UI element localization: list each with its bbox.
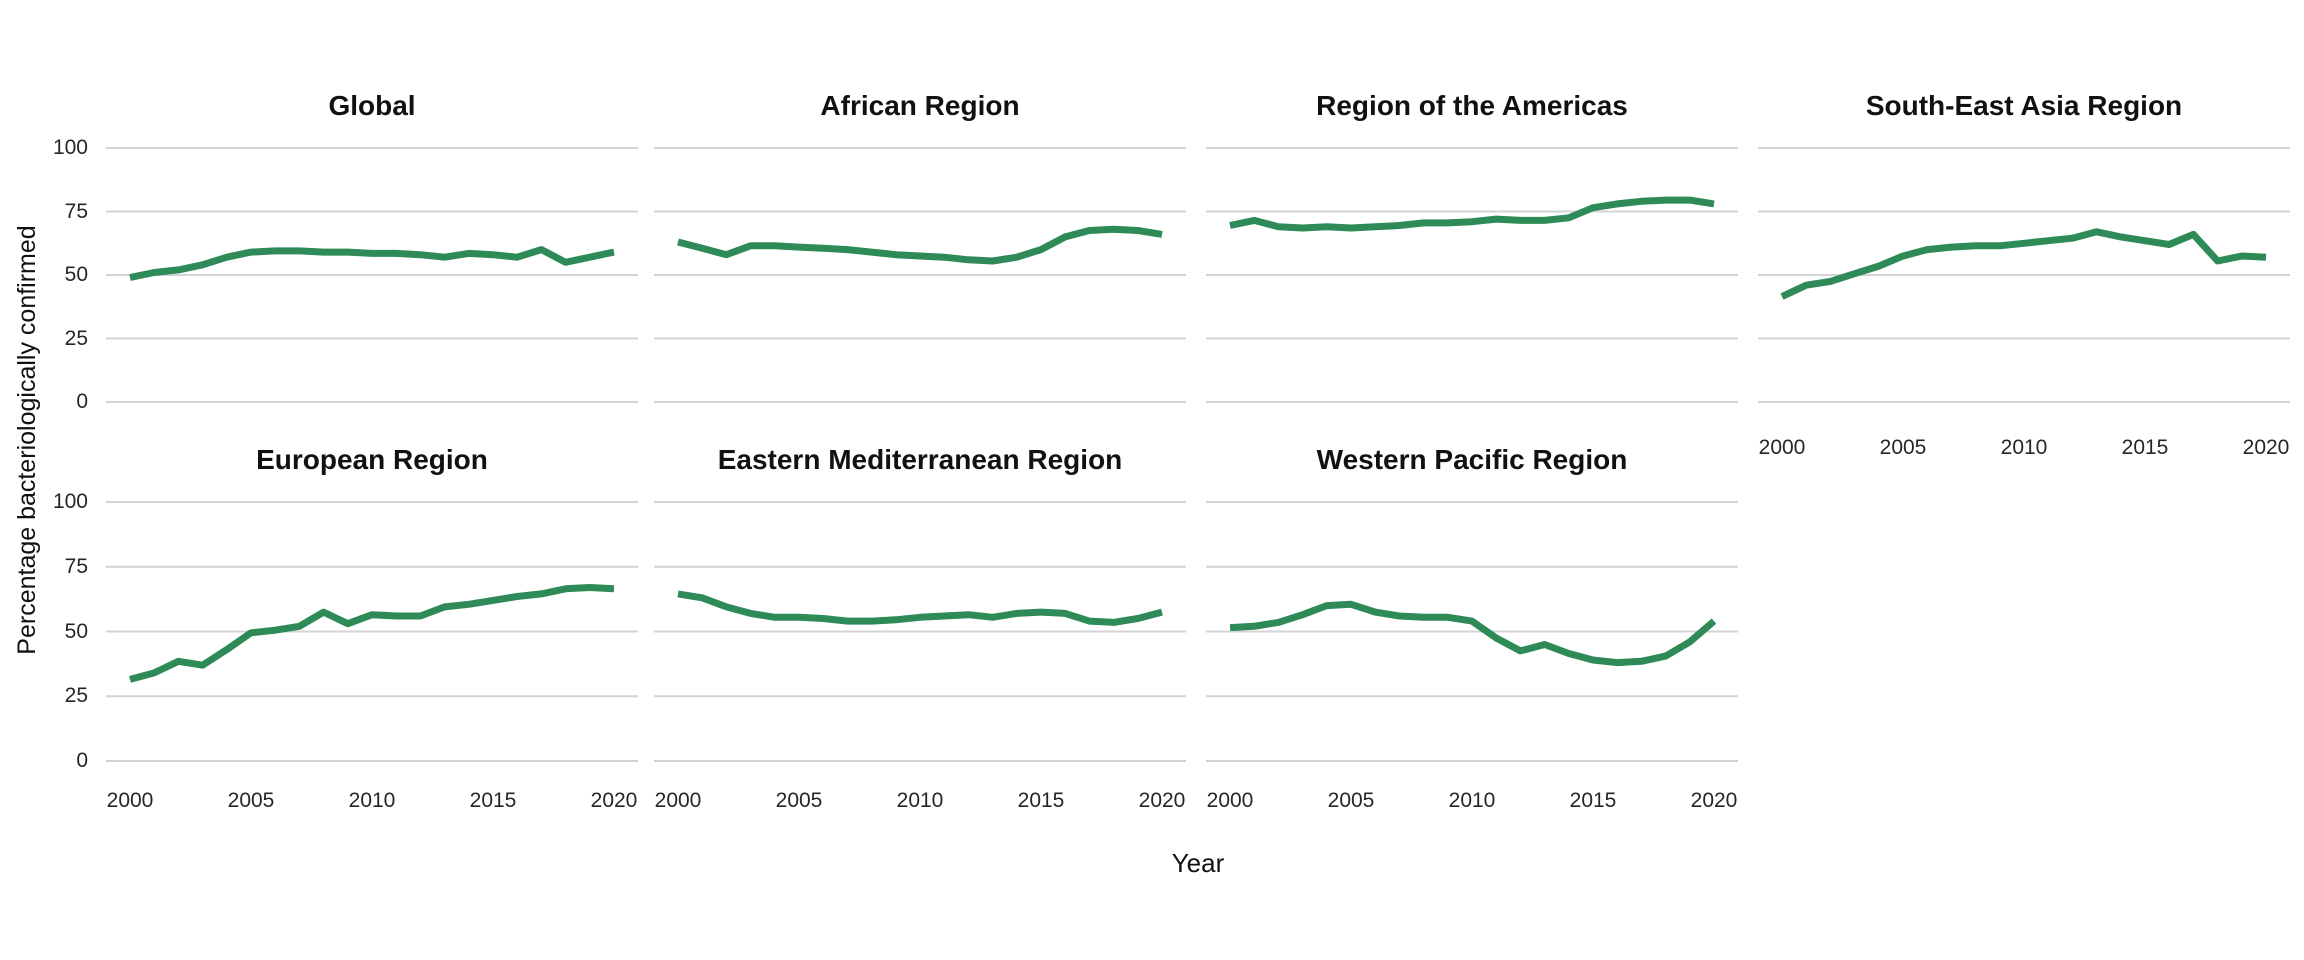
y-tick-label-global-0: 0 xyxy=(76,390,88,413)
x-tick-label-western-pacific-region-2020: 2020 xyxy=(1690,789,1738,812)
data-line-european-region xyxy=(129,584,615,683)
x-tick-label-western-pacific-region-2005: 2005 xyxy=(1327,789,1375,812)
x-tick-label-european-region-2015: 2015 xyxy=(469,789,517,812)
data-line-eastern-mediterranean-region xyxy=(677,590,1163,626)
data-line-global xyxy=(129,246,615,281)
facet-plot-western-pacific-region xyxy=(1206,501,1738,762)
facet-title-western-pacific-region: Western Pacific Region xyxy=(1316,444,1628,475)
x-tick-label-south-east-asia-region-2000: 2000 xyxy=(1758,436,1806,459)
y-tick-label-global-25: 25 xyxy=(64,326,88,350)
facet-title-south-east-asia-region: South-East Asia Region xyxy=(1865,90,2183,121)
x-axis-title: Year xyxy=(1171,848,1225,878)
x-tick-label-eastern-mediterranean-region-2015: 2015 xyxy=(1017,789,1065,812)
x-tick-label-south-east-asia-region-2015: 2015 xyxy=(2121,436,2169,459)
facet-plot-region-of-the-americas xyxy=(1206,147,1738,403)
y-tick-label-european-region-50: 50 xyxy=(64,619,88,643)
x-tick-label-western-pacific-region-2000: 2000 xyxy=(1206,789,1254,812)
y-tick-label-global-75: 75 xyxy=(64,199,88,223)
y-tick-label-global-50: 50 xyxy=(64,263,88,286)
facet-title-african-region: African Region xyxy=(820,90,1020,121)
facet-title-eastern-mediterranean-region: Eastern Mediterranean Region xyxy=(717,444,1123,475)
x-tick-label-south-east-asia-region-2020: 2020 xyxy=(2242,436,2290,459)
facet-title-global: Global xyxy=(328,90,416,121)
facet-plot-south-east-asia-region xyxy=(1758,147,2290,403)
facet-plot-european-region xyxy=(106,501,638,762)
x-tick-label-south-east-asia-region-2005: 2005 xyxy=(1879,436,1927,459)
y-tick-label-global-100: 100 xyxy=(52,136,88,159)
x-tick-label-european-region-2020: 2020 xyxy=(590,789,638,812)
data-line-western-pacific-region xyxy=(1229,600,1717,667)
x-tick-label-south-east-asia-region-2010: 2010 xyxy=(2000,436,2048,459)
x-tick-label-eastern-mediterranean-region-2000: 2000 xyxy=(654,789,702,812)
x-tick-label-western-pacific-region-2015: 2015 xyxy=(1569,789,1617,812)
facet-title-region-of-the-americas: Region of the Americas xyxy=(1316,90,1628,121)
facet-plot-global xyxy=(106,147,638,403)
y-tick-label-european-region-100: 100 xyxy=(52,490,88,513)
data-line-region-of-the-americas xyxy=(1229,196,1715,232)
facet-title-european-region: European Region xyxy=(256,444,488,475)
data-line-south-east-asia-region xyxy=(1780,228,2267,300)
facet-plot-african-region xyxy=(654,147,1186,403)
x-tick-label-eastern-mediterranean-region-2005: 2005 xyxy=(775,789,823,812)
data-line-african-region xyxy=(677,225,1163,265)
x-tick-label-western-pacific-region-2010: 2010 xyxy=(1448,789,1496,812)
x-tick-label-european-region-2000: 2000 xyxy=(106,789,154,812)
x-tick-label-eastern-mediterranean-region-2010: 2010 xyxy=(896,789,944,812)
x-tick-label-european-region-2005: 2005 xyxy=(227,789,275,812)
x-tick-label-european-region-2010: 2010 xyxy=(348,789,396,812)
facet-plot-eastern-mediterranean-region xyxy=(654,501,1186,762)
x-tick-label-eastern-mediterranean-region-2020: 2020 xyxy=(1138,789,1186,812)
y-tick-label-european-region-75: 75 xyxy=(64,554,88,578)
y-tick-label-european-region-0: 0 xyxy=(76,749,88,772)
y-tick-label-european-region-25: 25 xyxy=(64,684,88,708)
